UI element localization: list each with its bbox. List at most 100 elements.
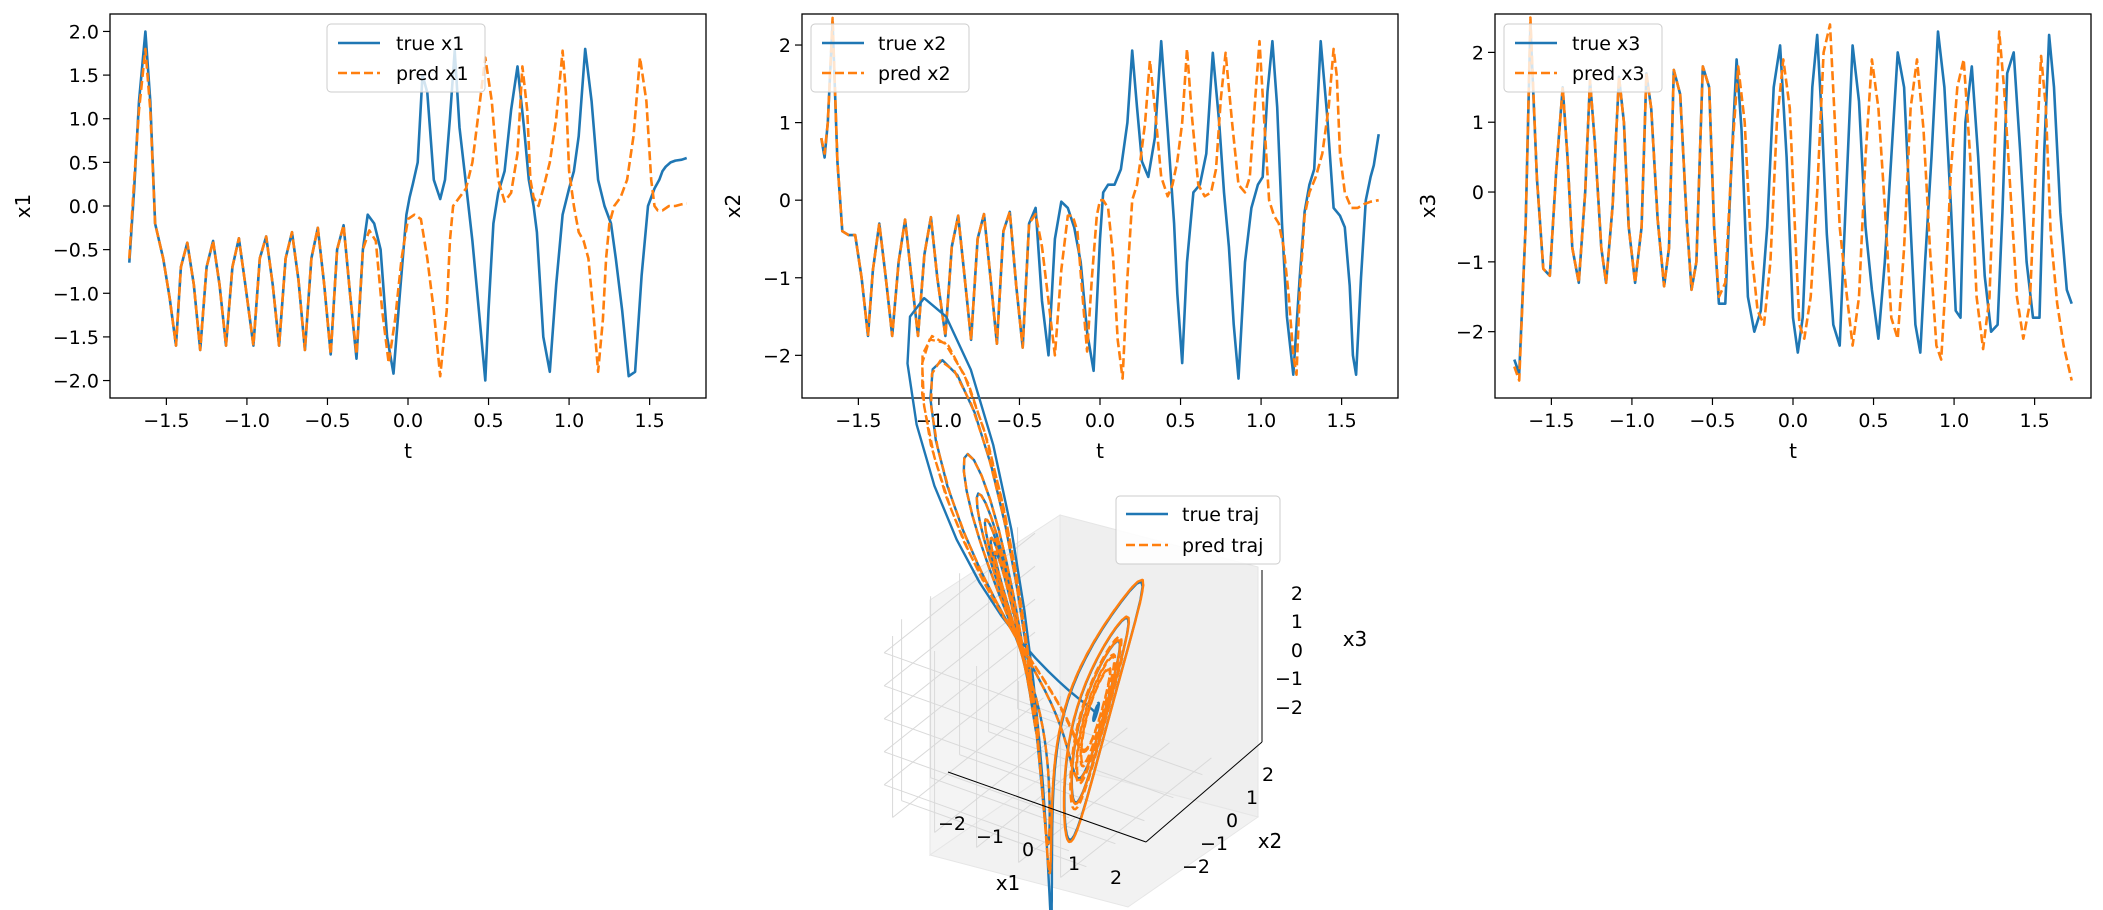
plot-area-x3 [1513,16,2073,382]
legend-x1: true x1 pred x1 [326,23,486,93]
y-tick-label: 1 [779,113,791,135]
axis-line-x2 [1145,741,1263,843]
x-ticks-x3: −1.5 −1.0 −0.5 0.0 0.5 1.0 1.5 [1528,398,2050,432]
x-tick-label: 0.0 [1778,410,1808,432]
x3-tick-labels: −2 −1 0 1 2 [1275,583,1303,719]
legend-x3: true x3 pred x3 [1503,23,1663,93]
floor-grid-line [901,800,1087,868]
x-tick-label: −0.5 [996,410,1042,432]
x3-tick-label-3d: −2 [1275,697,1303,719]
axis-label-3d-x3: x3 [1343,627,1368,651]
x-axis-label-x2: t [1096,439,1104,463]
x-tick-label: 1.5 [2020,410,2050,432]
y-tick-label: 1.5 [69,65,99,87]
x1-tick-label-3d: 2 [1110,867,1122,889]
plot-area-x1 [128,30,688,382]
y-tick-label: 1.0 [69,109,99,131]
legend-label-pred-x3: pred x3 [1572,63,1645,85]
x1-tick-label-3d: −1 [976,826,1004,848]
y-tick-label: −2 [763,345,791,367]
x1-tick-labels: −2 −1 0 1 2 [938,813,1122,889]
x3-tick-label-3d: 2 [1291,583,1303,605]
x-tick-label: 1.0 [1246,410,1276,432]
x-tick-label: −0.5 [304,410,350,432]
axis-line-x1 [947,771,1147,843]
x1-tick-label-3d: −2 [938,813,966,835]
pred-x1-line [128,47,687,378]
grid-3d [883,527,1212,878]
pred-x3-line [1513,16,2073,382]
x-tick-label: −1.0 [916,410,962,432]
y-tick-label: −1.5 [53,327,99,349]
pred-x2-line [820,16,1379,380]
x-tick-label: 0.5 [1165,410,1195,432]
x2-tick-label-3d: 2 [1262,764,1274,786]
axis-3d-x1: −2 −1 0 1 2 x1 [938,771,1147,895]
x1-tick-label-3d: 0 [1022,839,1034,861]
x1-tick-label-3d: 1 [1068,853,1080,875]
y-axis-label-x3: x3 [1416,194,1440,219]
legend-box-x1 [326,23,486,93]
x-tick-label: 1.0 [1939,410,1969,432]
legend-box-x2 [810,23,970,93]
axis-label-3d-x1: x1 [996,871,1021,895]
y-tick-label: −0.5 [53,240,99,262]
x-tick-label: 0.0 [393,410,423,432]
x-tick-label: 1.0 [554,410,584,432]
x3-tick-label-3d: 1 [1291,611,1303,633]
x-tick-label: −1.5 [143,410,189,432]
y-ticks-x1: −2.0 −1.5 −1.0 −0.5 0.0 0.5 1.0 1.5 2.0 [53,21,110,393]
legend-label-true-x1: true x1 [396,33,464,55]
x-tick-label: −0.5 [1689,410,1735,432]
x-tick-label: −1.5 [1528,410,1574,432]
y-tick-label: 0 [779,190,791,212]
legend-label-pred-x1: pred x1 [396,63,469,85]
x3-tick-label-3d: 0 [1291,640,1303,662]
y-axis-label-x1: x1 [11,194,35,219]
x-tick-label: −1.0 [1609,410,1655,432]
y-tick-label: −1.0 [53,283,99,305]
x-tick-label: 0.5 [1858,410,1888,432]
y-tick-label: 0.0 [69,196,99,218]
y-tick-label: −2.0 [53,371,99,393]
y-tick-label: 0 [1472,182,1484,204]
x2-tick-label-3d: −2 [1182,856,1210,878]
legend-label-true-x3: true x3 [1572,33,1640,55]
legend-label-pred-x2: pred x2 [878,63,951,85]
y-ticks-x3: −2 −1 0 1 2 [1456,42,1495,344]
x2-tick-label-3d: 1 [1246,787,1258,809]
x-tick-label: 0.5 [473,410,503,432]
x-tick-label: 1.5 [1327,410,1357,432]
x-tick-label: 1.5 [635,410,665,432]
x-tick-label: −1.5 [835,410,881,432]
y-axis-label-x2: x2 [721,194,745,219]
x2-tick-label-3d: 0 [1226,810,1238,832]
trajectory-3d [906,296,1145,910]
y-tick-label: 2.0 [69,21,99,43]
x-ticks-x2: −1.5 −1.0 −0.5 0.0 0.5 1.0 1.5 [835,398,1357,432]
legend-x2: true x2 pred x2 [810,23,970,93]
legend-box-x3 [1503,23,1663,93]
subplot-x1: −1.5 −1.0 −0.5 0.0 0.5 1.0 1.5 −2.0 −1.5 −1.0 −0.… [11,13,707,463]
x-tick-label: −1.0 [224,410,270,432]
y-ticks-x2: −2 −1 0 1 2 [763,35,802,367]
legend-label-pred-traj: pred traj [1182,535,1263,557]
x-axis-label-x3: t [1789,439,1797,463]
y-tick-label: −1 [763,268,791,290]
axis-label-3d-x2: x2 [1258,829,1283,853]
floor-grid-line [1060,757,1212,878]
y-tick-label: 2 [779,35,791,57]
x-ticks-x1: −1.5 −1.0 −0.5 0.0 0.5 1.0 1.5 [143,398,665,432]
subplot-x2: −1.5 −1.0 −0.5 0.0 0.5 1.0 1.5 −2 −1 0 1 2 t x2 tr… [721,13,1399,463]
wall-grid-line [884,718,1070,786]
plot-area-x2 [820,16,1380,380]
floor-grid-line [930,777,1116,845]
legend-3d: true traj pred traj [1115,495,1281,565]
x-axis-label-x1: t [404,439,412,463]
axis-3d-x3: −2 −1 0 1 2 x3 [1261,570,1368,742]
x2-tick-label-3d: −1 [1200,833,1228,855]
y-tick-label: 1 [1472,112,1484,134]
